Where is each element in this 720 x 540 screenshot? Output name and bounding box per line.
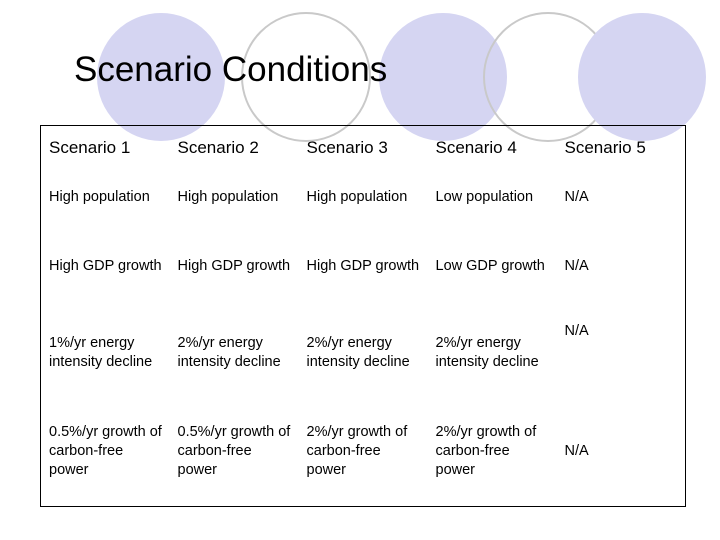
table-cell: 0.5%/yr growth of carbon-free power: [49, 424, 162, 479]
table-cell: 2%/yr energy intensity decline: [435, 334, 539, 370]
header-cell: Scenario 2: [177, 138, 259, 158]
table-cell: High GDP growth: [306, 258, 420, 274]
header-cell: Scenario 3: [306, 138, 388, 158]
table-cell: 2%/yr energy intensity decline: [306, 334, 410, 370]
scenario-table: Scenario 1 Scenario 2 Scenario 3 Scenari…: [40, 125, 686, 507]
table-cell: Low GDP growth: [435, 258, 545, 274]
table-cell: N/A: [564, 443, 589, 460]
table-row: 0.5%/yr growth of carbon-free power 0.5%…: [41, 398, 686, 507]
header-cell: Scenario 5: [564, 138, 646, 158]
deco-circle-5: [578, 13, 706, 141]
slide-title: Scenario Conditions: [74, 50, 388, 89]
table-row: High population High population High pop…: [41, 170, 686, 226]
table-row: High GDP growth High GDP growth High GDP…: [41, 226, 686, 308]
table-cell: High population: [177, 189, 279, 205]
header-cell: Scenario 1: [49, 138, 131, 158]
deco-circle-1: [97, 13, 225, 141]
table-row: 1%/yr energy intensity decline 2%/yr ene…: [41, 308, 686, 398]
header-cell: Scenario 4: [435, 138, 517, 158]
table-cell: High population: [306, 189, 408, 205]
table-cell: High population: [49, 189, 150, 205]
table-cell: 2%/yr growth of carbon-free power: [435, 424, 537, 479]
table-cell: 2%/yr growth of carbon-free power: [306, 424, 408, 479]
table-cell: 1%/yr energy intensity decline: [49, 334, 153, 370]
table-cell: N/A: [564, 189, 589, 205]
table-cell: 2%/yr energy intensity decline: [177, 334, 281, 370]
table-cell: 0.5%/yr growth of carbon-free power: [177, 424, 291, 479]
table-cell: High GDP growth: [49, 258, 162, 274]
table-cell: N/A: [564, 258, 589, 274]
table-header-row: Scenario 1 Scenario 2 Scenario 3 Scenari…: [41, 126, 686, 170]
table-cell: N/A: [564, 322, 589, 339]
table-cell: Low population: [435, 189, 534, 205]
table-cell: High GDP growth: [177, 258, 291, 274]
deco-circle-2: [241, 12, 371, 142]
deco-circle-3: [379, 13, 507, 141]
